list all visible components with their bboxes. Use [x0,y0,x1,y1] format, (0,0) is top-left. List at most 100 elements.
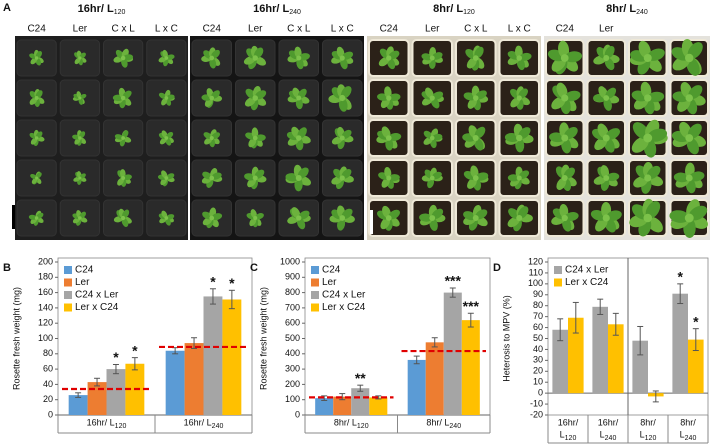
leaf [559,203,569,219]
leaf [558,40,570,59]
bar [184,343,204,415]
legend-swatch [64,266,72,274]
legend-label: Ler [75,277,90,288]
significance: * [229,275,235,291]
leaf [166,214,175,220]
y-tick-label: 300 [285,363,300,373]
bar [608,324,624,394]
rosette-center [35,176,39,180]
bar [443,292,462,415]
significance: * [113,349,119,365]
rosette-center [472,215,479,221]
leaf [166,94,175,100]
rosette-center [644,94,652,102]
panel-label: C [250,262,258,274]
legend-label: C24 [75,265,94,276]
legend-label: Ler [322,277,337,288]
y-tick-label: 120 [38,318,53,328]
leaf [211,213,223,221]
significance: * [677,269,683,285]
legend-label: C24 x Ler [565,265,609,276]
rosette-center [685,53,694,63]
bar [87,382,107,415]
leaf [686,57,700,76]
rosette-center [296,55,302,61]
bar [68,395,88,415]
error-bar [339,393,346,401]
rosette-center [164,136,169,140]
leaf [640,81,652,99]
leaf [519,52,532,61]
error-bar [637,325,644,356]
rosette-center [34,56,39,60]
y-tick-label: 70 [533,311,543,321]
legend-swatch [554,278,562,287]
label-subscript: 120 [565,435,577,442]
legend-label: C24 x Ler [322,290,366,301]
leaf [564,90,581,102]
y-tick-label: 0 [538,388,543,398]
rosette-center [385,215,392,221]
column-label: C24 [27,24,46,35]
leaf [209,57,217,69]
bar [592,306,608,394]
leaf [162,49,168,59]
rosette-center [209,95,215,101]
leaf [564,51,583,63]
rosette-center [429,175,435,181]
bar [688,339,704,394]
leaf [340,57,348,70]
leaf [296,217,306,230]
bar [369,397,388,415]
rosette-center [472,55,479,61]
rosette-center [164,176,169,180]
y-tick-label: 40 [43,379,53,389]
bar [106,369,126,415]
rosette-center [164,216,169,220]
rosette-center [121,176,126,180]
column-label: Ler [73,24,88,35]
leaf [562,217,572,232]
leaf [475,172,489,181]
rosette-center [603,95,610,101]
rosette-center [34,95,39,101]
leaf [121,217,129,227]
y-tick-label: 0 [48,409,53,419]
rosette-center [209,175,215,181]
column-label: L x C [155,24,178,35]
rosette-center [685,174,693,182]
label-main: L [680,429,685,439]
bar [672,293,688,394]
y-tick-label: 110 [529,267,543,277]
y-tick-label: 10 [533,377,543,387]
rosette-center [252,55,258,61]
error-bar [692,328,699,352]
legend-label: C24 x Ler [75,290,119,301]
label-main: L [640,429,645,439]
bar [552,329,568,394]
leaf [606,172,620,182]
y-tick-label: 40 [533,344,543,354]
label-main: 8hr/ L [426,417,449,427]
leaf [603,97,612,111]
error-bar [572,301,579,334]
legend-swatch [311,303,319,312]
rosette-center [643,213,653,223]
rosette-center [429,135,435,141]
leaf [638,40,651,59]
leaf [338,97,348,112]
label-subscript: 120 [114,9,126,16]
legend-label: Ler x C24 [565,277,609,288]
significance: ** [355,370,366,386]
rosette-center [252,95,258,101]
rosette-center [472,134,479,142]
significance: * [132,342,138,358]
column-label: C24 [203,24,222,35]
error-bar [209,288,216,305]
error-bar [131,357,138,371]
y-axis-label: Rosette fresh weight (mg) [11,287,21,390]
leaf [564,212,579,222]
y-tick-label: 100 [285,394,300,404]
x-tick-label: 16hr/ [598,417,619,427]
